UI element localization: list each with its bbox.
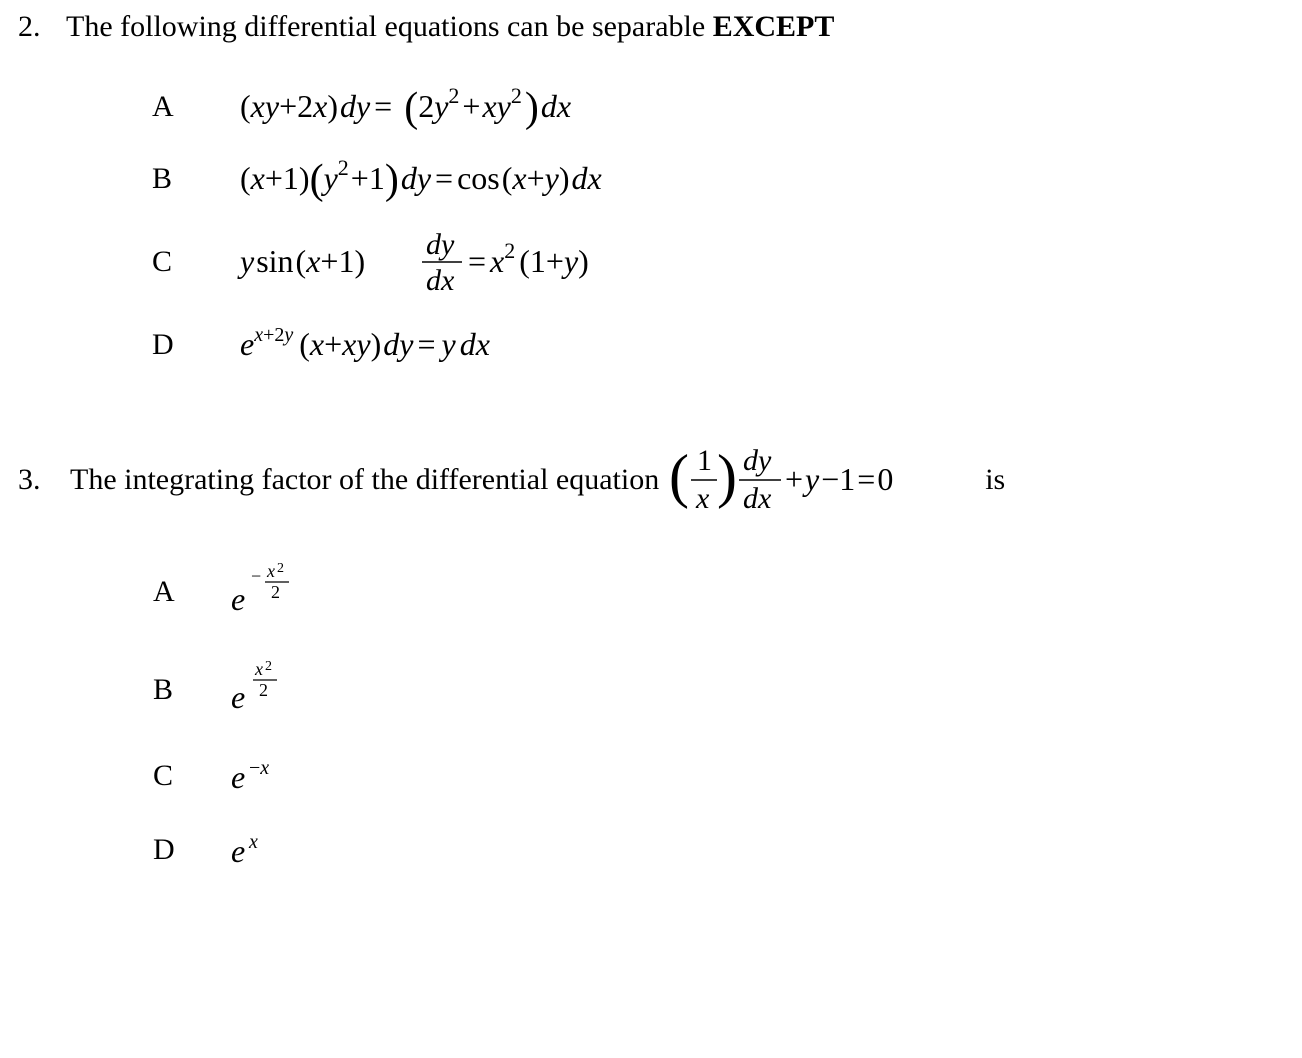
svg-text:(x+1)(y2+1)dy=cos(x+y)dx: (x+1)(y2+1)dy=cos(x+y)dx: [240, 155, 602, 203]
svg-text:ysin(x+1): ysin(x+1): [237, 243, 365, 279]
svg-text:x: x: [695, 482, 710, 515]
q2-choice-D-eq: ex+2y(x+xy)dy=ydx: [240, 320, 660, 370]
svg-text:2: 2: [277, 561, 284, 576]
question-2-text-pre: The following differential equations can…: [66, 10, 713, 43]
svg-text:2: 2: [259, 680, 268, 700]
q2-choice-D-label: D: [152, 330, 182, 360]
q3-choice-A-eq: e − x 2 2: [231, 560, 321, 624]
question-2-choices: A (xy+2x)dy= (2y2+xy2)dx B (x: [18, 82, 1290, 370]
q3-choice-A: A e − x 2 2: [153, 560, 1290, 624]
question-3-number: 3.: [18, 465, 60, 495]
svg-text:dx: dx: [426, 264, 455, 297]
question-2-text: The following differential equations can…: [66, 12, 1290, 42]
question-2-text-bold: EXCEPT: [713, 10, 835, 43]
svg-text:x: x: [266, 561, 275, 581]
svg-text:e: e: [231, 759, 245, 795]
q3-choice-C: C e −x: [153, 756, 1290, 796]
question-2-number: 2.: [18, 12, 52, 42]
q2-choice-B-eq: (x+1)(y2+1)dy=cos(x+y)dx: [240, 154, 800, 204]
svg-text:ex+2y(x+xy)dy=ydx: ex+2y(x+xy)dy=ydx: [240, 324, 490, 362]
question-2: 2. The following differential equations …: [18, 12, 1290, 370]
svg-text:): ): [717, 443, 737, 509]
question-3-inline-eq: ( 1 x ) dy dx +y−1=0: [669, 440, 969, 520]
svg-text:e: e: [231, 833, 245, 869]
question-3-choices: A e − x 2 2 B e: [18, 560, 1290, 870]
q2-choice-A-label: A: [152, 92, 182, 122]
q3-choice-B-label: B: [153, 675, 183, 705]
q2-choice-C-eq: ysin(x+1) dy dx =x2(1+y): [240, 226, 680, 298]
svg-text:1: 1: [697, 444, 712, 477]
svg-text:2: 2: [271, 582, 280, 602]
question-3: 3. The integrating factor of the differe…: [18, 440, 1290, 870]
svg-text:+y−1=0: +y−1=0: [785, 461, 893, 497]
svg-text:2: 2: [265, 659, 272, 674]
question-3-text-pre: The integrating factor of the differenti…: [70, 465, 659, 495]
q2-choice-C: C ysin(x+1) dy dx =x2(1+y): [152, 226, 1290, 298]
q3-choice-B: B e x 2 2: [153, 658, 1290, 722]
q2-choice-D: D ex+2y(x+xy)dy=ydx: [152, 320, 1290, 370]
page: 2. The following differential equations …: [0, 0, 1302, 952]
svg-text:x: x: [254, 659, 263, 679]
q3-choice-B-eq: e x 2 2: [231, 658, 311, 722]
svg-text:x: x: [248, 831, 258, 853]
question-2-stem: 2. The following differential equations …: [18, 12, 1290, 42]
q2-choice-B-label: B: [152, 164, 182, 194]
svg-text:dy: dy: [426, 228, 455, 261]
q3-choice-A-label: A: [153, 577, 183, 607]
svg-text:dy: dy: [743, 444, 772, 477]
svg-text:e: e: [231, 679, 245, 715]
q3-choice-C-label: C: [153, 761, 183, 791]
svg-text:−x: −x: [249, 757, 269, 779]
q2-choice-B: B (x+1)(y2+1)dy=cos(x+y)dx: [152, 154, 1290, 204]
question-3-stem: 3. The integrating factor of the differe…: [18, 440, 1290, 520]
svg-text:(: (: [669, 443, 689, 509]
svg-text:=x2(1+y): =x2(1+y): [468, 238, 589, 279]
q3-choice-D-label: D: [153, 835, 183, 865]
svg-text:−: −: [251, 566, 261, 586]
q2-choice-C-label: C: [152, 247, 182, 277]
q2-choice-A: A (xy+2x)dy= (2y2+xy2)dx: [152, 82, 1290, 132]
svg-text:e: e: [231, 581, 245, 617]
svg-text:dx: dx: [743, 482, 772, 515]
q2-choice-A-eq: (xy+2x)dy= (2y2+xy2)dx: [240, 82, 720, 132]
q3-choice-C-eq: e −x: [231, 756, 301, 796]
q3-choice-D-eq: e x: [231, 830, 291, 870]
svg-text:(xy+2x)dy= (2y2+: (xy+2x)dy= (2y2+xy2)dx: [240, 83, 571, 131]
question-3-text-post: is: [985, 465, 1005, 495]
q3-choice-D: D e x: [153, 830, 1290, 870]
